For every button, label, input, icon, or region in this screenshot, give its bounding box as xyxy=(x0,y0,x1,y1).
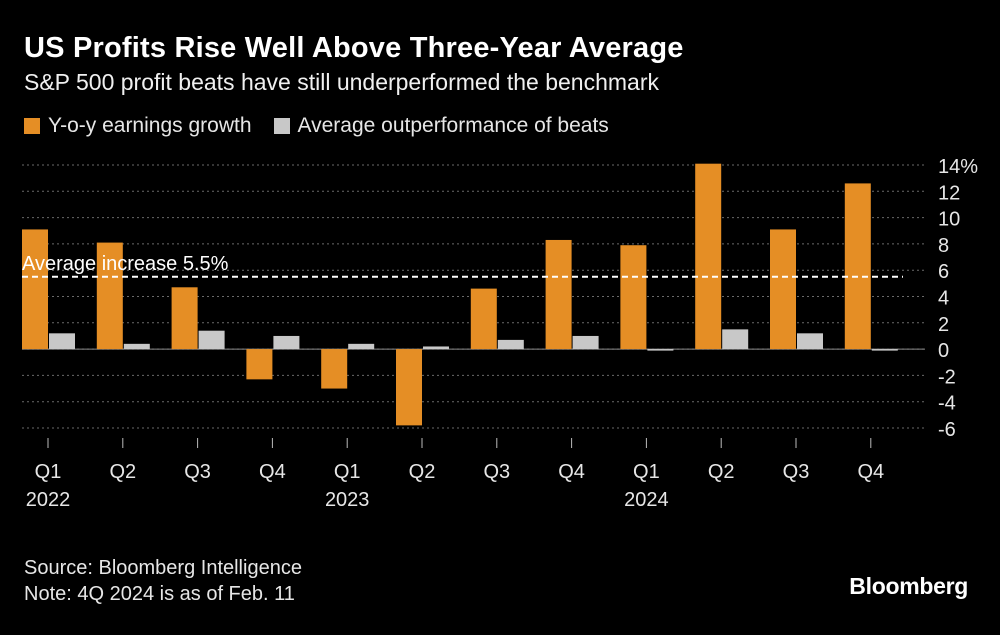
x-tick-label: Q4 xyxy=(857,461,884,483)
bar-earnings-growth xyxy=(844,183,871,350)
bar-outperformance xyxy=(871,349,898,351)
y-tick-label: -4 xyxy=(938,393,956,415)
chart-title: US Profits Rise Well Above Three-Year Av… xyxy=(24,32,684,64)
x-tick-label: Q1 xyxy=(35,461,62,483)
bar-earnings-growth xyxy=(321,349,348,389)
legend-item-outperformance: Average outperformance of beats xyxy=(273,114,609,138)
x-year-label: 2023 xyxy=(325,489,370,511)
bar-outperformance xyxy=(348,343,375,350)
bar-earnings-growth xyxy=(470,288,497,350)
legend-label-earnings-growth: Y-o-y earnings growth xyxy=(48,114,252,137)
x-tick-label: Q1 xyxy=(633,461,660,483)
legend-swatch-outperformance xyxy=(273,118,290,134)
bar-earnings-growth xyxy=(171,287,198,350)
y-tick-label: 8 xyxy=(938,235,949,257)
x-tick-label: Q4 xyxy=(558,461,585,483)
bar-outperformance xyxy=(198,330,225,350)
y-tick-label: 0 xyxy=(938,340,949,362)
y-tick-label: 12 xyxy=(938,182,960,204)
bar-outperformance xyxy=(572,335,599,350)
x-tick-label: Q2 xyxy=(409,461,436,483)
y-tick-label: -2 xyxy=(938,366,956,388)
bar-earnings-growth xyxy=(620,245,647,350)
legend-label-outperformance: Average outperformance of beats xyxy=(297,114,609,137)
bar-outperformance xyxy=(497,339,524,350)
x-year-label: 2024 xyxy=(624,489,669,511)
chart-subtitle: S&P 500 profit beats have still underper… xyxy=(24,69,659,95)
y-tick-label: -6 xyxy=(938,419,956,441)
bar-earnings-growth xyxy=(545,239,572,350)
bar-earnings-growth xyxy=(246,349,273,380)
footer: Source: Bloomberg Intelligence Note: 4Q … xyxy=(24,555,302,607)
bar-earnings-growth xyxy=(695,163,722,350)
bar-earnings-growth xyxy=(22,229,48,350)
bar-outperformance xyxy=(722,329,749,350)
bar-outperformance xyxy=(49,333,75,350)
y-tick-label: 2 xyxy=(938,314,949,336)
x-tick-label: Q3 xyxy=(483,461,510,483)
x-tick-label: Q2 xyxy=(109,461,136,483)
legend-item-earnings-growth: Y-o-y earnings growth xyxy=(24,114,252,138)
bar-outperformance xyxy=(797,333,823,350)
y-tick-label: 14% xyxy=(938,156,978,178)
bar-earnings-growth xyxy=(770,229,796,350)
legend: Y-o-y earnings growth Average outperform… xyxy=(24,114,631,138)
bar-outperformance xyxy=(423,346,449,350)
x-tick-label: Q1 xyxy=(334,461,361,483)
bar-earnings-growth xyxy=(96,242,123,350)
x-year-label: 2022 xyxy=(26,489,71,511)
average-reference-label: Average increase 5.5% xyxy=(22,253,229,275)
x-tick-label: Q3 xyxy=(184,461,211,483)
bar-outperformance xyxy=(273,335,300,350)
x-tick-label: Q2 xyxy=(708,461,735,483)
bloomberg-logo: Bloomberg xyxy=(849,573,968,599)
bar-earnings-growth xyxy=(396,349,422,426)
bar-outperformance xyxy=(647,349,674,351)
legend-swatch-earnings-growth xyxy=(24,118,40,134)
x-tick-label: Q3 xyxy=(783,461,810,483)
bar-outperformance xyxy=(123,343,150,350)
y-tick-label: 10 xyxy=(938,209,960,231)
y-tick-label: 4 xyxy=(938,288,949,310)
x-tick-label: Q4 xyxy=(259,461,286,483)
y-tick-label: 6 xyxy=(938,261,949,283)
date-note: Note: 4Q 2024 is as of Feb. 11 xyxy=(24,583,295,605)
source-note: Source: Bloomberg Intelligence xyxy=(24,557,302,579)
